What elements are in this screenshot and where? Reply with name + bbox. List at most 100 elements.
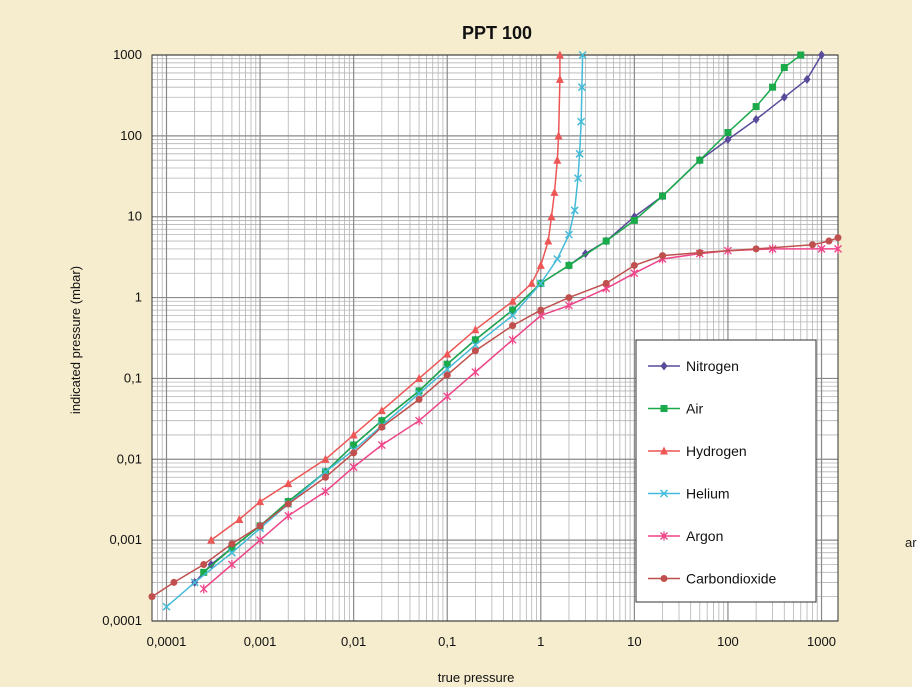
series-line-air [203, 54, 802, 573]
data-point-carbondioxide [471, 347, 479, 355]
legend-swatch-marker [660, 361, 668, 371]
data-point-hydrogen [544, 236, 553, 245]
data-point-hydrogen [443, 349, 452, 358]
data-point-hydrogen [554, 131, 563, 140]
y-tick-label: 0,0001 [102, 613, 142, 628]
data-point-helium [321, 467, 330, 476]
x-tick-label: 10 [627, 634, 641, 649]
data-point-argon [199, 584, 208, 594]
plot-border [151, 54, 839, 622]
data-point-hydrogen [284, 479, 293, 488]
data-point-air [350, 441, 358, 449]
legend-label: Nitrogen [686, 358, 739, 374]
data-point-air [378, 417, 386, 425]
legend-label: Carbondioxide [686, 571, 776, 587]
data-point-air [200, 568, 208, 576]
legend-item-nitrogen: Nitrogen [648, 358, 739, 374]
data-point-air [471, 336, 479, 344]
data-point-argon [227, 559, 236, 569]
data-point-air [769, 83, 777, 91]
data-point-helium [553, 254, 562, 264]
data-point-hydrogen [321, 454, 330, 463]
data-point-argon [284, 511, 293, 521]
data-point-carbondioxide [350, 449, 358, 457]
data-point-helium [574, 174, 583, 183]
data-point-air [415, 387, 423, 395]
data-point-helium [577, 83, 586, 92]
data-point-helium [570, 206, 579, 215]
data-point-argon [471, 367, 480, 377]
data-point-argon [443, 391, 452, 401]
data-point-argon [834, 244, 842, 254]
legend-item-air: Air [648, 401, 703, 417]
y-axis-label: indicated pressure (mbar) [68, 266, 83, 414]
legend: Nitrogen Air Hydrogen Helium Argon Carbondiox… [635, 339, 817, 603]
data-point-argon [256, 535, 265, 545]
data-point-hydrogen [508, 296, 517, 305]
data-point-helium [536, 279, 545, 288]
data-point-carbondioxide [808, 241, 816, 249]
y-tick-label: 10 [128, 209, 142, 224]
data-point-helium [564, 230, 573, 239]
legend-label: Air [686, 401, 703, 417]
legend-box [635, 339, 817, 603]
legend-label: Hydrogen [686, 443, 747, 459]
legend-item-argon: Argon [648, 528, 723, 544]
data-point-hydrogen [377, 406, 386, 415]
data-point-air [797, 51, 805, 59]
y-tick-label: 0,1 [124, 370, 142, 385]
data-point-nitrogen [818, 50, 826, 60]
data-point-helium [190, 578, 199, 587]
x-tick-labels: 0,0001 0,001 0,01 0,1 1 10 100 1000 [147, 634, 836, 649]
data-point-hydrogen [550, 187, 559, 196]
legend-item-helium: Helium [648, 486, 730, 502]
data-point-carbondioxide [170, 578, 178, 586]
data-point-hydrogen [415, 373, 424, 382]
data-point-hydrogen [555, 50, 564, 59]
data-point-helium [227, 548, 236, 557]
data-point-helium [575, 149, 584, 158]
x-tick-label: 0,0001 [147, 634, 187, 649]
series-carbondioxide [148, 234, 842, 601]
series-hydrogen [207, 50, 564, 544]
data-point-helium [508, 311, 517, 320]
data-point-hydrogen [235, 515, 244, 524]
data-point-argon [630, 268, 639, 278]
data-point-hydrogen [553, 155, 562, 164]
data-point-nitrogen [780, 92, 788, 102]
legend-label: Helium [686, 486, 730, 502]
series-line-hydrogen [210, 55, 561, 541]
chart-title: PPT 100 [462, 23, 532, 43]
data-point-carbondioxide [228, 540, 236, 548]
data-point-carbondioxide [200, 560, 208, 568]
legend-item-carbondioxide: Carbondioxide [648, 571, 776, 587]
x-tick-label: 0,01 [341, 634, 366, 649]
series-layer [148, 50, 842, 611]
x-tick-label: 1 [537, 634, 544, 649]
y-tick-label: 0,01 [117, 451, 142, 466]
data-point-air [780, 64, 788, 72]
data-point-air [602, 237, 610, 245]
data-point-argon [565, 300, 573, 310]
grid-minor-lines [151, 55, 838, 621]
legend-item-hydrogen: Hydrogen [648, 443, 747, 459]
y-tick-label: 1000 [113, 47, 142, 62]
data-point-air [696, 156, 704, 164]
data-point-argon [321, 486, 330, 496]
x-tick-label: 0,1 [438, 634, 456, 649]
data-point-hydrogen [256, 497, 265, 506]
data-point-carbondioxide [415, 395, 423, 403]
data-point-carbondioxide [602, 279, 610, 287]
data-point-argon [415, 416, 424, 426]
data-point-air [509, 306, 517, 314]
data-point-carbondioxide [537, 306, 545, 314]
data-point-helium [578, 50, 587, 60]
legend-swatch-marker [660, 575, 668, 582]
data-point-carbondioxide [256, 522, 264, 530]
data-point-air [565, 261, 573, 269]
data-point-carbondioxide [378, 423, 386, 431]
legend-swatch-marker [660, 531, 668, 541]
clipped-side-text: ar [905, 535, 917, 550]
